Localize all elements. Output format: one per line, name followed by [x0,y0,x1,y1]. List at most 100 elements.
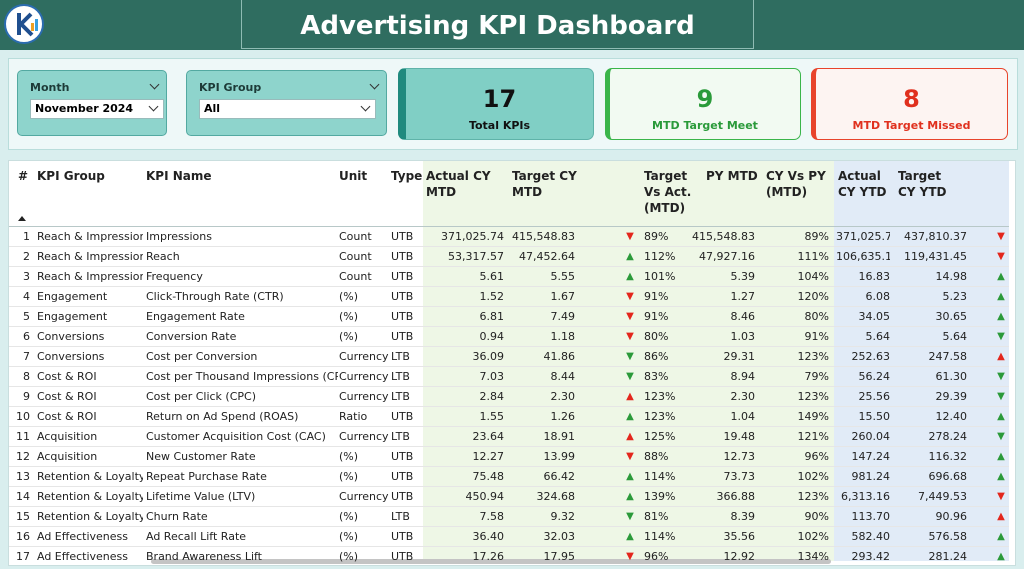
table-cell: 13.99 [543,450,576,463]
table-cell: 1.67 [550,290,576,303]
status-icon: ▼ [997,371,1005,382]
status-icon: ▼ [626,371,634,382]
table-cell: 111% [797,250,829,263]
table-cell: 123% [644,390,676,403]
slicer-label: Month [30,81,70,94]
kpi-group-slicer[interactable]: KPI Group All [186,70,387,136]
table-cell: 1 [23,230,30,243]
status-icon: ▼ [626,231,634,242]
row-divider [9,426,1009,427]
table-cell: 123% [797,490,829,503]
table-cell: 102% [797,470,829,483]
collapse-chevron[interactable] [369,79,380,90]
table-cell: 66.42 [543,470,576,483]
sort-indicator[interactable] [18,215,26,221]
table-cell: Cost & ROI [37,370,97,383]
table-cell: Cost & ROI [37,410,97,423]
table-cell: 102% [797,530,829,543]
status-icon: ▼ [626,511,634,522]
table-cell: 9.32 [550,510,576,523]
table-cell: UTB [391,250,414,263]
table-cell: 371,025.74 [441,230,504,243]
row-divider [9,406,1009,407]
dropdown-chevron[interactable] [360,101,371,112]
table-cell: 1.04 [730,410,756,423]
table-cell: 119,431.45 [904,250,967,263]
table-cell: (%) [339,510,359,523]
table-cell: 7.58 [479,510,505,523]
table-cell: 80% [644,330,669,343]
collapse-chevron[interactable] [149,79,160,90]
table-cell: Conversion Rate [146,330,237,343]
table-cell: LTB [391,390,410,403]
table-cell: 7 [23,350,30,363]
table-cell: UTB [391,490,414,503]
slicer-label: KPI Group [199,81,262,94]
row-divider [9,266,1009,267]
table-cell: 75.48 [472,470,505,483]
mtd-column-shading [423,161,834,561]
ytd-column-shading [834,161,1009,561]
table-cell: Engagement [37,310,108,323]
table-cell: 41.86 [543,350,576,363]
table-cell: 437,810.37 [904,230,967,243]
table-cell: 5 [23,310,30,323]
table-cell: 29.39 [935,390,968,403]
table-cell: 89% [804,230,829,243]
table-cell: 91% [804,330,829,343]
status-icon: ▲ [626,531,634,542]
table-cell: 147.24 [851,450,891,463]
table-cell: 80% [804,310,829,323]
target-missed-card: 8 MTD Target Missed [811,68,1008,140]
table-cell: 12.92 [723,550,756,563]
column-header: Target CY YTD [898,169,947,199]
total-kpis-card: 17 Total KPIs [398,68,594,140]
status-icon: ▼ [997,431,1005,442]
table-cell: (%) [339,530,359,543]
table-cell: Retention & Loyalty [37,490,143,503]
table-cell: 149% [797,410,829,423]
table-cell: 114% [644,470,676,483]
table-cell: 278.24 [928,430,968,443]
table-cell: 123% [644,410,676,423]
column-header: Actual CY YTD [838,169,887,199]
table-cell: UTB [391,410,414,423]
scrollbar[interactable] [151,559,831,564]
table-cell: 2.30 [550,390,576,403]
status-icon: ▲ [997,311,1005,322]
table-cell: 91% [644,290,669,303]
table-cell: Brand Awareness Lift [146,550,262,563]
month-slicer[interactable]: Month November 2024 [17,70,167,136]
status-icon: ▲ [626,411,634,422]
table-cell: 29.31 [723,350,756,363]
table-cell: 281.24 [928,550,968,563]
table-cell: UTB [391,470,414,483]
row-divider [9,446,1009,447]
table-cell: 8 [23,370,30,383]
slicer-dropdown[interactable]: All [199,99,376,119]
column-header: CY Vs PY (MTD) [766,169,826,199]
table-cell: 981.24 [851,470,891,483]
table-cell: 17 [16,550,30,563]
column-header: Actual CY MTD [426,169,491,199]
table-cell: UTB [391,270,414,283]
table-cell: 104% [797,270,829,283]
table-cell: LTB [391,350,410,363]
slicer-dropdown[interactable]: November 2024 [30,99,164,119]
table-cell: 15 [16,510,30,523]
dashboard-title: Advertising KPI Dashboard [241,0,754,49]
dropdown-chevron[interactable] [148,101,159,112]
table-cell: 12 [16,450,30,463]
table-cell: 696.68 [928,470,968,483]
table-cell: 34.05 [858,310,891,323]
table-cell: 12.40 [935,410,968,423]
table-cell: 5.55 [550,270,576,283]
table-cell: UTB [391,330,414,343]
status-icon: ▲ [997,411,1005,422]
table-cell: 8.39 [730,510,756,523]
table-cell: 125% [644,430,676,443]
table-cell: Count [339,270,372,283]
row-divider [9,326,1009,327]
row-divider [9,506,1009,507]
status-icon: ▼ [626,291,634,302]
